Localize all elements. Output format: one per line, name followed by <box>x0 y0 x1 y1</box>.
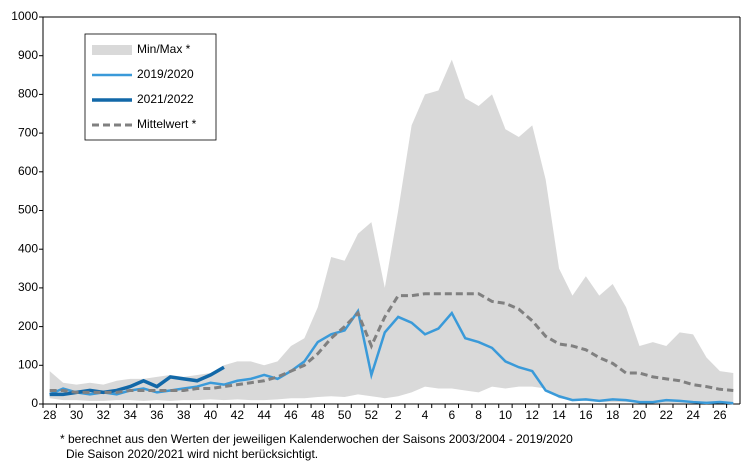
legend-swatch <box>92 45 132 55</box>
x-tick-label: 36 <box>150 408 164 422</box>
y-tick-label: 900 <box>18 48 38 62</box>
y-tick-label: 100 <box>18 357 38 371</box>
x-tick-label: 30 <box>70 408 84 422</box>
x-tick-label: 52 <box>365 408 379 422</box>
y-tick-label: 600 <box>18 164 38 178</box>
y-tick-label: 800 <box>18 87 38 101</box>
x-tick-label: 18 <box>606 408 620 422</box>
x-tick-label: 22 <box>660 408 674 422</box>
x-tick-label: 24 <box>686 408 700 422</box>
x-tick-label: 26 <box>713 408 727 422</box>
x-tick-label: 12 <box>526 408 540 422</box>
x-tick-label: 42 <box>231 408 245 422</box>
legend-label: Mittelwert * <box>137 117 197 131</box>
x-tick-label: 10 <box>499 408 513 422</box>
legend-label: Min/Max * <box>137 42 191 56</box>
legend-label: 2021/2022 <box>137 92 194 106</box>
x-tick-label: 46 <box>284 408 298 422</box>
footnote: Die Saison 2020/2021 wird nicht berücksi… <box>66 447 318 461</box>
x-tick-label: 4 <box>422 408 429 422</box>
x-tick-label: 32 <box>97 408 111 422</box>
x-tick-label: 44 <box>257 408 271 422</box>
y-tick-label: 700 <box>18 125 38 139</box>
x-tick-label: 40 <box>204 408 218 422</box>
y-tick-label: 500 <box>18 203 38 217</box>
x-tick-label: 48 <box>311 408 325 422</box>
x-tick-label: 2 <box>395 408 402 422</box>
footnote: * berechnet aus den Werten der jeweilige… <box>60 432 573 446</box>
x-tick-label: 14 <box>552 408 566 422</box>
x-tick-label: 8 <box>475 408 482 422</box>
x-tick-label: 6 <box>448 408 455 422</box>
y-tick-label: 300 <box>18 280 38 294</box>
y-tick-label: 400 <box>18 241 38 255</box>
x-tick-label: 38 <box>177 408 191 422</box>
x-tick-label: 20 <box>633 408 647 422</box>
x-tick-label: 34 <box>123 408 137 422</box>
y-tick-label: 200 <box>18 319 38 333</box>
x-tick-label: 16 <box>579 408 593 422</box>
x-tick-label: 50 <box>338 408 352 422</box>
x-tick-label: 28 <box>43 408 57 422</box>
min-max-band <box>49 59 734 404</box>
legend-label: 2019/2020 <box>137 67 194 81</box>
y-tick-label: 1000 <box>11 9 38 23</box>
series-line <box>49 365 225 397</box>
y-tick-label: 0 <box>31 396 38 410</box>
series-line <box>49 292 734 394</box>
